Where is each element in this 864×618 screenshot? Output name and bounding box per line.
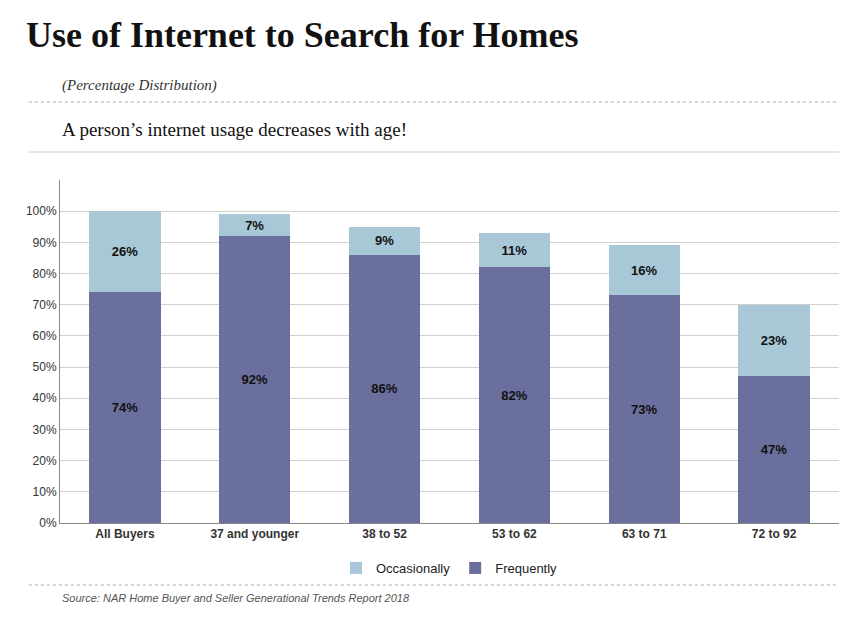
svg-text:73%: 73% [631, 402, 657, 417]
svg-text:40%: 40% [33, 391, 57, 405]
svg-text:100%: 100% [26, 204, 57, 218]
svg-text:86%: 86% [371, 381, 397, 396]
svg-text:80%: 80% [33, 267, 57, 281]
svg-text:23%: 23% [761, 333, 787, 348]
svg-text:9%: 9% [375, 233, 394, 248]
svg-text:82%: 82% [501, 388, 527, 403]
svg-text:47%: 47% [761, 442, 787, 457]
svg-text:0%: 0% [39, 516, 57, 530]
svg-text:72 to 92: 72 to 92 [752, 527, 797, 541]
svg-text:74%: 74% [112, 400, 138, 415]
svg-text:(Percentage Distribution): (Percentage Distribution) [62, 77, 217, 94]
svg-text:Use of Internet to Search for: Use of Internet to Search for Homes [26, 15, 579, 55]
svg-text:30%: 30% [33, 423, 57, 437]
svg-text:Occasionally: Occasionally [376, 561, 450, 576]
svg-text:26%: 26% [112, 244, 138, 259]
svg-text:Frequently: Frequently [495, 561, 557, 576]
svg-text:92%: 92% [242, 372, 268, 387]
svg-text:7%: 7% [245, 218, 264, 233]
svg-text:37 and younger: 37 and younger [210, 527, 299, 541]
svg-text:60%: 60% [33, 329, 57, 343]
svg-text:70%: 70% [33, 298, 57, 312]
svg-text:50%: 50% [33, 360, 57, 374]
svg-text:16%: 16% [631, 263, 657, 278]
svg-text:All Buyers: All Buyers [95, 527, 155, 541]
svg-text:Source: NAR Home Buyer and Sel: Source: NAR Home Buyer and Seller Genera… [62, 592, 410, 604]
svg-text:90%: 90% [33, 236, 57, 250]
svg-text:38 to 52: 38 to 52 [362, 527, 407, 541]
svg-text:10%: 10% [33, 485, 57, 499]
svg-text:A person’s internet usage decr: A person’s internet usage decreases with… [62, 119, 407, 140]
svg-text:11%: 11% [502, 243, 528, 258]
svg-text:20%: 20% [33, 454, 57, 468]
svg-text:63 to 71: 63 to 71 [622, 527, 667, 541]
svg-text:53 to 62: 53 to 62 [492, 527, 537, 541]
